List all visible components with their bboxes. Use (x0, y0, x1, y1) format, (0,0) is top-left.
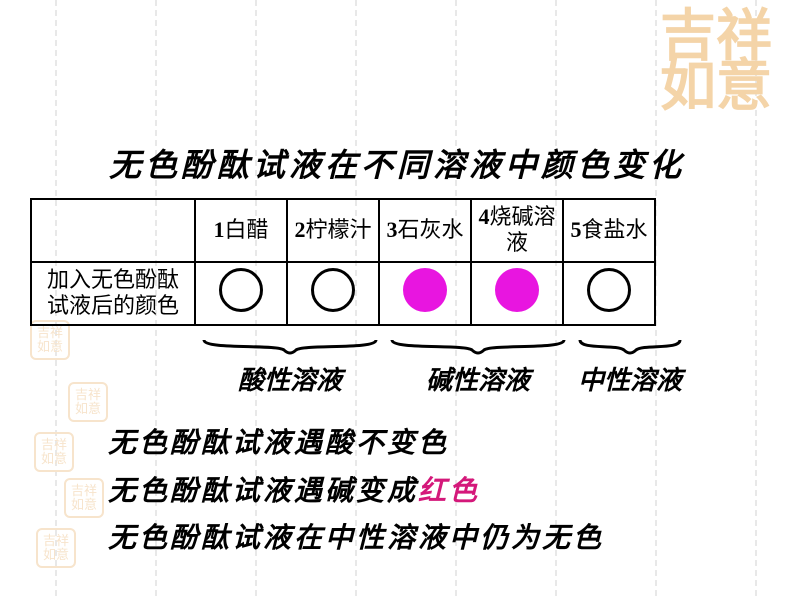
circle-indicator (219, 268, 263, 312)
col-header-2: 2柠檬汁 (287, 199, 379, 262)
table-header-row: 1白醋 2柠檬汁 3石灰水 4烧碱溶液 5食盐水 (31, 199, 655, 262)
col-header-1: 1白醋 (195, 199, 287, 262)
result-cell-5 (563, 262, 655, 325)
result-cell-1 (195, 262, 287, 325)
page-title: 无色酚酞试液在不同溶液中颜色变化 (0, 140, 794, 186)
results-table: 1白醋 2柠檬汁 3石灰水 4烧碱溶液 5食盐水 加入无色酚酞试液后的颜色 (30, 198, 656, 326)
brace-label: 中性溶液 (576, 336, 684, 397)
result-cell-2 (287, 262, 379, 325)
watermark-stamp: 吉祥如意 (36, 528, 76, 568)
circle-indicator (495, 268, 539, 312)
watermark-main: 吉祥如意 (656, 12, 776, 113)
result-cell-3 (379, 262, 471, 325)
watermark-stamp: 吉祥如意 (64, 478, 104, 518)
conclusion-line-2: 无色酚酞试液遇碱变成红色 (108, 468, 604, 516)
conclusions: 无色酚酞试液遇酸不变色 无色酚酞试液遇碱变成红色 无色酚酞试液在中性溶液中仍为无… (108, 420, 604, 563)
watermark-stamp: 吉祥如意 (68, 382, 108, 422)
watermark-stamp: 吉祥如意 (34, 432, 74, 472)
col-header-3: 3石灰水 (379, 199, 471, 262)
result-cell-4 (471, 262, 563, 325)
highlight-word: 红色 (418, 476, 480, 507)
brace-label: 酸性溶液 (200, 336, 380, 397)
watermark-stamp: 吉祥如意 (30, 320, 70, 360)
col-header-4: 4烧碱溶液 (471, 199, 563, 262)
circle-indicator (311, 268, 355, 312)
watermark-text: 吉祥如意 (660, 6, 772, 118)
conclusion-line-3: 无色酚酞试液在中性溶液中仍为无色 (108, 515, 604, 563)
circle-indicator (587, 268, 631, 312)
col-header-5: 5食盐水 (563, 199, 655, 262)
brace-label: 碱性溶液 (388, 336, 568, 397)
row-label: 加入无色酚酞试液后的颜色 (31, 262, 195, 325)
table-result-row: 加入无色酚酞试液后的颜色 (31, 262, 655, 325)
header-empty-cell (31, 199, 195, 262)
conclusion-line-1: 无色酚酞试液遇酸不变色 (108, 420, 604, 468)
circle-indicator (403, 268, 447, 312)
